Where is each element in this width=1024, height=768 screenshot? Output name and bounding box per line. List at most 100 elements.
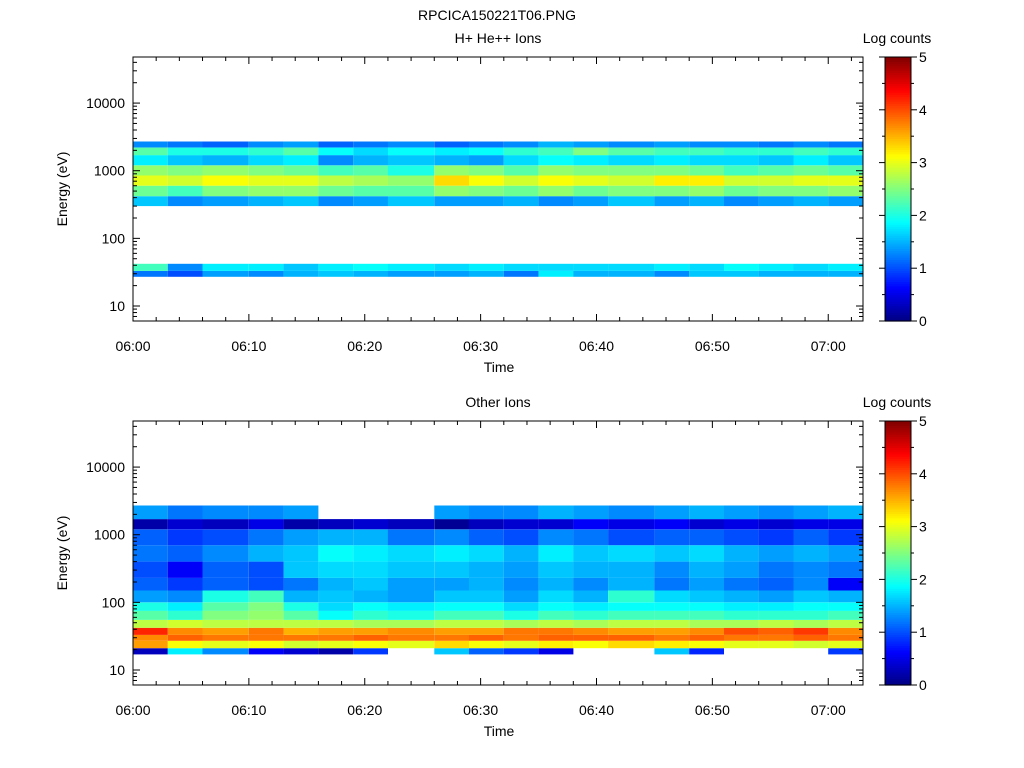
- colorbar-tick-label: 0: [919, 677, 927, 693]
- colorbar-swatch: [885, 531, 911, 534]
- panel-title: H+ He++ Ions: [455, 30, 542, 46]
- colorbar-swatch: [885, 539, 911, 543]
- heatmap-cell: [133, 175, 168, 186]
- heatmap-cell: [167, 270, 203, 277]
- colorbar-swatch: [885, 458, 911, 462]
- heatmap-cell: [503, 147, 539, 156]
- heatmap-cell: [283, 590, 319, 603]
- heatmap-cell: [793, 185, 829, 197]
- colorbar-swatch: [885, 616, 911, 620]
- heatmap-cell: [654, 185, 690, 197]
- heatmap-cell: [608, 155, 655, 166]
- colorbar-swatch: [885, 63, 911, 67]
- heatmap-cell: [758, 610, 794, 620]
- colorbar-swatch: [885, 652, 911, 655]
- heatmap-cell: [318, 545, 354, 562]
- colorbar-swatch: [885, 627, 911, 631]
- heatmap-cell: [434, 640, 470, 649]
- colorbar-swatch: [885, 250, 911, 254]
- heatmap-cell: [248, 185, 284, 197]
- colorbar-swatch: [885, 140, 911, 144]
- heatmap-cell: [248, 634, 284, 641]
- colorbar-swatch: [885, 307, 911, 311]
- heatmap-cell: [503, 619, 539, 628]
- heatmap-cell: [758, 196, 794, 207]
- heatmap-cell: [758, 165, 794, 176]
- colorbar-swatch: [885, 167, 911, 170]
- colorbar-swatch: [885, 263, 911, 267]
- heatmap-cell: [793, 619, 829, 628]
- colorbar-swatch: [885, 68, 911, 71]
- heatmap-cell: [828, 155, 863, 166]
- colorbar-swatch: [885, 318, 911, 322]
- colorbar-swatch: [885, 171, 911, 175]
- colorbar-swatch: [885, 70, 911, 73]
- heatmap-cell: [248, 147, 284, 156]
- colorbar-swatch: [885, 451, 911, 455]
- colorbar-swatch: [885, 277, 911, 280]
- heatmap-cell: [758, 561, 794, 578]
- colorbar-swatch: [885, 149, 911, 153]
- colorbar-swatch: [885, 676, 911, 679]
- colorbar-swatch: [885, 619, 911, 622]
- colorbar-swatch: [885, 83, 911, 87]
- heatmap-cell: [167, 619, 203, 628]
- heatmap-cell: [654, 505, 690, 520]
- heatmap-cell: [503, 263, 539, 271]
- x-tick-label: 07:00: [811, 338, 846, 354]
- heatmap-cell: [573, 627, 609, 635]
- heatmap-cell: [387, 196, 435, 207]
- heatmap-cell: [318, 602, 354, 611]
- colorbar-swatch: [885, 237, 911, 241]
- colorbar-swatch: [885, 520, 911, 523]
- colorbar-swatch: [885, 239, 911, 243]
- heatmap-cell: [503, 505, 539, 520]
- heatmap-cell: [689, 619, 724, 628]
- heatmap-cell: [573, 263, 609, 271]
- heatmap-cell: [573, 147, 609, 156]
- colorbar-swatch: [885, 219, 911, 223]
- colorbar-swatch: [885, 528, 911, 532]
- heatmap-cell: [608, 185, 655, 197]
- heatmap-cell: [434, 141, 470, 148]
- heatmap-cell: [387, 561, 435, 578]
- heatmap-cell: [654, 602, 690, 611]
- heatmap-cell: [133, 263, 168, 271]
- heatmap-cell: [353, 263, 388, 271]
- colorbar-swatch: [885, 434, 911, 437]
- colorbar-tick-label: 3: [919, 519, 927, 535]
- heatmap-cell: [202, 640, 249, 649]
- heatmap-cell: [538, 196, 574, 207]
- colorbar-swatch: [885, 316, 911, 320]
- heatmap-cell: [133, 640, 168, 649]
- heatmap-cell: [248, 519, 284, 530]
- colorbar-swatch: [885, 283, 911, 287]
- heatmap-cell: [503, 561, 539, 578]
- colorbar-swatch: [885, 202, 911, 205]
- heatmap-cell: [318, 610, 354, 620]
- colorbar-swatch: [885, 575, 911, 578]
- heatmap-cell: [573, 196, 609, 207]
- heatmap-cell: [503, 529, 539, 546]
- colorbar-swatch: [885, 279, 911, 282]
- panel-title: Other Ions: [465, 394, 530, 410]
- heatmap-cell: [758, 619, 794, 628]
- colorbar-swatch: [885, 557, 911, 561]
- heatmap-cell: [724, 529, 759, 546]
- heatmap-cell: [283, 155, 319, 166]
- heatmap-cell: [318, 627, 354, 635]
- colorbar-swatch: [885, 208, 911, 212]
- heatmap-cell: [318, 141, 354, 148]
- heatmap-cell: [724, 640, 759, 649]
- heatmap-cell: [318, 270, 354, 277]
- heatmap-cell: [387, 175, 435, 186]
- colorbar-swatch: [885, 493, 911, 497]
- heatmap-cell: [654, 263, 690, 271]
- heatmap-cell: [654, 561, 690, 578]
- heatmap-cell: [573, 634, 609, 641]
- x-tick-label: 06:20: [347, 702, 382, 718]
- colorbar-swatch: [885, 305, 911, 309]
- colorbar-tick-label: 2: [919, 571, 927, 587]
- heatmap-cell: [353, 610, 388, 620]
- heatmap-cell: [469, 610, 504, 620]
